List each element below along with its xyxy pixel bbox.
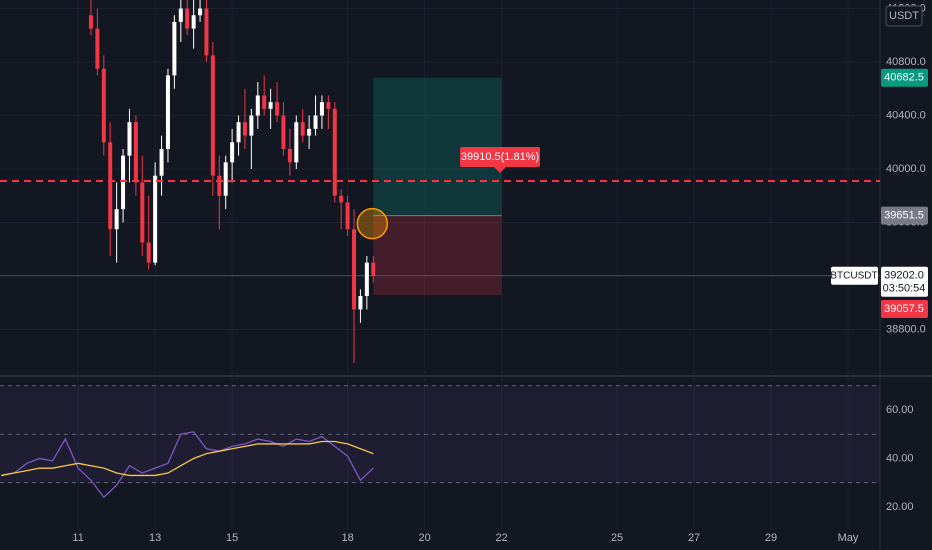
candle-body [307, 128, 312, 136]
candle-body [364, 262, 369, 297]
symbol-box [831, 266, 878, 285]
rsi-tick-label: 20.00 [886, 501, 914, 513]
candle-body [275, 102, 280, 116]
countdown: 03:50:54 [883, 283, 926, 295]
currency-label: USDT [889, 10, 919, 22]
x-tick-label: 25 [611, 532, 623, 544]
candle-body [268, 102, 273, 109]
x-tick-label: 11 [72, 532, 83, 544]
target-tag-box [881, 68, 928, 87]
entry-tag: 39651.5 [884, 210, 924, 222]
x-tick-label: 27 [688, 532, 700, 544]
candle-body [88, 15, 93, 29]
candle-body [300, 122, 305, 136]
y-tick-label: 40400.0 [886, 109, 926, 121]
stop-zone [373, 215, 502, 296]
x-tick-label: May [838, 532, 859, 544]
candle-body [352, 229, 357, 310]
candle-body [204, 8, 209, 56]
candle-body [165, 75, 170, 149]
alert-label: 39910.5(1.81%) [461, 151, 539, 163]
candle-body [332, 108, 337, 196]
candle-body [172, 21, 177, 76]
candle-body [153, 175, 158, 263]
candle-body [191, 15, 196, 29]
y-tick-label: 40000.0 [886, 163, 926, 175]
last-price-tag: 39202.0 [884, 270, 924, 282]
candle-body [114, 209, 119, 230]
highlight-circle [356, 207, 389, 240]
candle-body [121, 155, 126, 210]
target-tag: 40682.5 [884, 72, 924, 84]
candle-body [313, 115, 318, 129]
x-tick-label: 29 [765, 532, 777, 544]
candle-body [262, 95, 267, 109]
symbol-label: BTCUSDT [830, 270, 877, 281]
rsi-line [1, 431, 374, 499]
candle-body [230, 142, 235, 163]
candle-body [101, 68, 106, 143]
candle-body [108, 142, 113, 230]
candle-body [217, 175, 222, 196]
x-tick-label: 22 [495, 532, 507, 544]
rsi-tick-label: 40.00 [886, 452, 914, 464]
candle-body [133, 122, 138, 183]
rsi-tick-label: 60.00 [886, 404, 914, 416]
candle-body [358, 296, 363, 310]
candle-body [255, 95, 260, 116]
x-tick-label: 15 [226, 532, 238, 544]
candle-body [326, 102, 331, 109]
entry-tag-box [881, 206, 928, 225]
candle-body [242, 122, 247, 136]
x-tick-label: 13 [149, 532, 161, 544]
candle-body [236, 122, 241, 143]
currency-box [885, 5, 923, 27]
candle-body [223, 162, 228, 196]
candle-body [159, 148, 164, 176]
candle-body [95, 28, 100, 69]
y-tick-label: 40800.0 [886, 56, 926, 68]
candle-body [127, 122, 132, 156]
alert-label-box [460, 146, 540, 167]
last-price-box [881, 266, 928, 297]
candle-body [178, 8, 183, 22]
candle-body [287, 148, 292, 163]
stop-tag-box [881, 300, 928, 319]
target-zone [373, 77, 502, 216]
candle-body [294, 122, 299, 163]
candle-body [345, 202, 350, 230]
candle-body [146, 242, 151, 263]
x-tick-label: 18 [341, 532, 353, 544]
candle-body [319, 102, 324, 116]
candle-body [198, 8, 203, 16]
candle-body [185, 8, 190, 29]
y-tick-label: 38800.0 [886, 323, 926, 335]
candle-body [140, 182, 145, 243]
candle-body [210, 55, 215, 176]
x-tick-label: 20 [418, 532, 430, 544]
candle-body [371, 262, 376, 276]
candle-body [249, 115, 254, 136]
candle-body [339, 195, 344, 203]
alert-pointer [494, 166, 506, 173]
rsi-line [1, 440, 374, 477]
candle-body [281, 115, 286, 149]
stop-tag: 39057.5 [884, 303, 924, 315]
